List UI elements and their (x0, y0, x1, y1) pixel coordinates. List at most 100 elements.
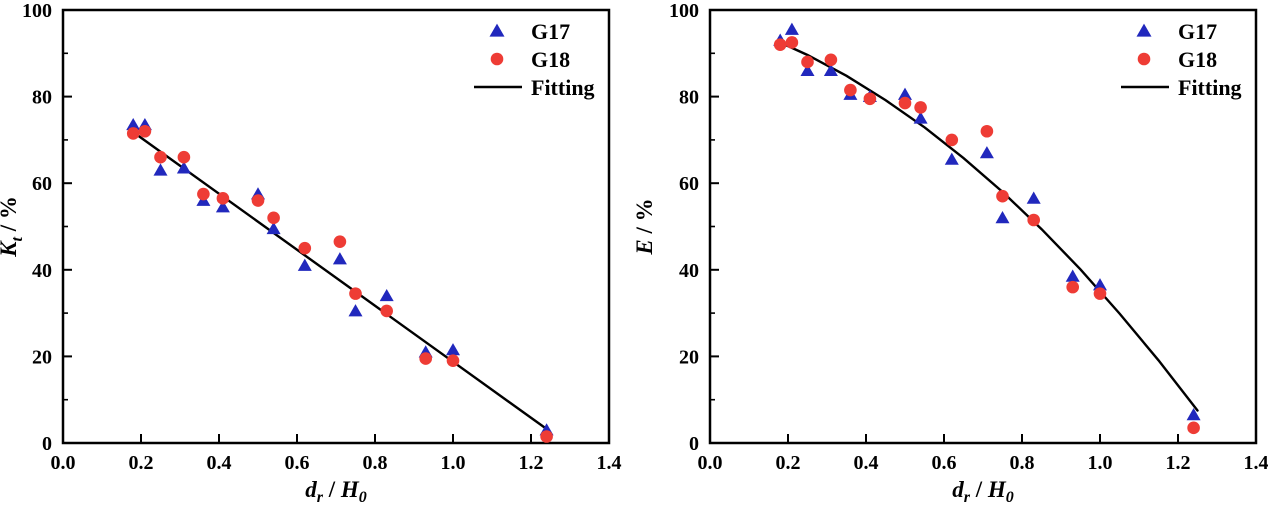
x-tick-label: 0.4 (854, 452, 879, 474)
legend-marker-g18 (490, 52, 504, 66)
data-point-g17 (784, 22, 799, 35)
x-tick-label: 0.8 (363, 452, 388, 474)
data-point-g18 (996, 189, 1009, 203)
data-point-g18 (914, 101, 927, 114)
x-axis-title: dr / H0 (952, 477, 1014, 506)
x-tick-label: 0.0 (51, 452, 76, 474)
y-tick-label: 40 (679, 260, 699, 282)
x-tick-label: 1.4 (597, 452, 622, 474)
data-point-g17 (126, 117, 141, 131)
data-point-g18 (216, 192, 230, 205)
data-point-g18 (863, 92, 877, 106)
data-point-g17 (1026, 191, 1041, 204)
data-point-g17 (215, 200, 230, 213)
data-point-g18 (154, 150, 167, 164)
data-point-g17 (1093, 278, 1107, 291)
data-point-g18 (824, 53, 838, 67)
data-point-g18 (540, 430, 553, 443)
x-tick-label: 0.0 (698, 452, 723, 474)
x-axis-title: dr / H0 (305, 477, 367, 506)
data-point-g18 (298, 241, 312, 255)
data-point-g18 (349, 287, 362, 300)
data-point-g18 (1027, 213, 1040, 227)
y-tick-label: 40 (32, 260, 52, 282)
data-point-g17 (379, 288, 394, 302)
data-point-g18 (773, 38, 787, 51)
data-point-g18 (177, 150, 191, 164)
data-point-g17 (1065, 269, 1080, 282)
data-point-g18 (197, 187, 210, 201)
x-tick-label: 0.2 (776, 452, 801, 474)
data-point-g17 (823, 63, 838, 77)
plot-box (61, 8, 611, 445)
data-point-g18 (126, 127, 140, 140)
x-tick-label: 0.6 (932, 452, 957, 474)
data-point-g18 (844, 83, 857, 97)
data-point-g17 (944, 152, 959, 165)
legend-label-fitting: Fitting (531, 75, 595, 100)
data-point-g18 (267, 211, 280, 225)
data-point-g18 (138, 124, 152, 138)
y-tick-label: 100 (22, 0, 52, 22)
data-point-g17 (800, 63, 815, 77)
legend-marker-g17 (1136, 23, 1152, 37)
fitting-line (777, 40, 1199, 412)
data-point-g18 (251, 194, 265, 207)
y-axis-title: E / % (634, 198, 657, 255)
data-point-g18 (380, 304, 394, 318)
data-point-g17 (898, 87, 912, 100)
data-point-g17 (266, 221, 281, 235)
data-point-g18 (446, 354, 460, 368)
x-tick-label: 0.8 (1010, 452, 1035, 474)
x-tick-label: 1.2 (1166, 452, 1191, 474)
y-axis-title: Kt / % (0, 196, 26, 258)
data-point-g17 (979, 146, 994, 159)
legend-marker-g17 (489, 23, 505, 37)
y-tick-label: 80 (679, 87, 699, 109)
y-tick-label: 20 (679, 346, 699, 368)
y-tick-label: 60 (679, 173, 699, 195)
legend-label-g17: G17 (531, 19, 570, 44)
y-tick-label: 0 (42, 433, 52, 455)
x-tick-label: 1.4 (1244, 452, 1268, 474)
chart-kt-vs-drh0: 0.0 0.2 0.4 0.6 0.8 1.0 1.2 1.4 0 20 40 60 80 100 G17 G… (0, 0, 622, 506)
legend-label-g17: G17 (1178, 19, 1217, 44)
data-point-g17 (995, 211, 1010, 224)
y-tick-label: 20 (32, 346, 52, 368)
y-tick-label: 0 (689, 433, 699, 455)
data-point-g18 (1187, 421, 1200, 435)
x-tick-label: 1.0 (1088, 452, 1113, 474)
data-point-g18 (1093, 287, 1107, 300)
data-point-g17 (332, 252, 347, 265)
x-tick-label: 1.2 (519, 452, 544, 474)
x-tick-label: 0.6 (285, 452, 310, 474)
data-point-g17 (176, 161, 191, 174)
data-point-g17 (297, 258, 312, 271)
x-tick-label: 1.0 (441, 452, 466, 474)
fitting-line (131, 130, 550, 432)
x-tick-label: 0.2 (129, 452, 154, 474)
legend-label-g18: G18 (1178, 47, 1217, 72)
data-point-g17 (1186, 408, 1201, 421)
plot-box (708, 8, 1258, 445)
data-point-g18 (333, 235, 347, 248)
legend-label-g18: G18 (531, 47, 570, 72)
data-point-g18 (785, 36, 799, 49)
data-point-g18 (898, 96, 912, 110)
y-tick-label: 60 (32, 173, 52, 195)
y-tick-label: 100 (669, 0, 699, 22)
legend-marker-g18 (1137, 52, 1151, 66)
y-tick-label: 80 (32, 87, 52, 109)
data-point-g18 (945, 133, 959, 147)
data-point-g17 (348, 304, 363, 317)
data-point-g18 (1066, 280, 1079, 294)
data-point-g18 (801, 55, 814, 69)
data-point-g18 (980, 124, 994, 138)
chart-e-vs-drh0: 0.0 0.2 0.4 0.6 0.8 1.0 1.2 1.4 0 20 40 60 80 100 G17 G… (634, 0, 1268, 506)
data-point-g18 (419, 352, 433, 365)
data-point-g17 (446, 343, 460, 356)
x-tick-label: 0.4 (207, 452, 232, 474)
data-point-g17 (913, 111, 928, 124)
data-point-g17 (153, 163, 168, 176)
